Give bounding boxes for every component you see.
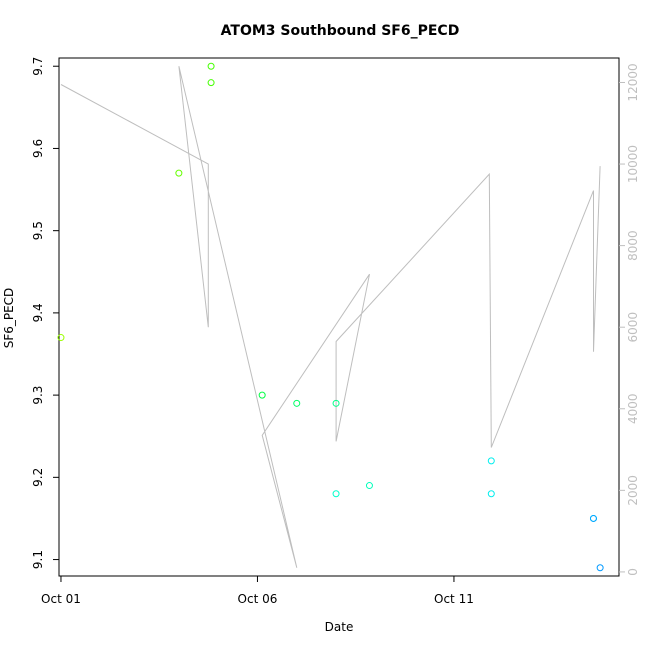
data-point [589, 514, 597, 522]
y-tick-label: 9.6 [31, 139, 45, 158]
y-right-tick-label: 6000 [626, 312, 640, 343]
x-tick-label: Oct 01 [41, 592, 81, 606]
y-right-tick-label: 10000 [626, 145, 640, 183]
bottom-axis: Oct 01 Oct 06 Oct 11 [41, 576, 474, 606]
y-tick-label: 9.4 [31, 303, 45, 322]
y-tick-label: 9.5 [31, 221, 45, 240]
x-tick-label: Oct 06 [238, 592, 278, 606]
data-point [207, 79, 215, 87]
y-right-tick-label: 4000 [626, 393, 640, 424]
y-tick-label: 9.2 [31, 468, 45, 487]
chart-title: ATOM3 Southbound SF6_PECD [221, 23, 460, 39]
right-axis: 0 2000 4000 6000 8000 10000 12000 [619, 63, 640, 576]
y-tick-label: 9.7 [31, 57, 45, 76]
data-point [332, 490, 340, 498]
data-point [365, 482, 373, 490]
data-point [596, 564, 604, 572]
data-point [487, 457, 495, 465]
y-tick-label: 9.3 [31, 386, 45, 405]
series-line [60, 66, 601, 568]
data-point [175, 169, 183, 177]
data-point [258, 391, 266, 399]
data-point [207, 62, 215, 70]
plot-frame [58, 57, 620, 577]
data-point [332, 399, 340, 407]
x-axis-title: Date [325, 620, 354, 634]
left-axis-points [57, 62, 604, 572]
y-right-tick-label: 12000 [626, 63, 640, 101]
left-axis: 9.1 9.2 9.3 9.4 9.5 9.6 9.7 [31, 57, 59, 569]
data-point [57, 334, 65, 342]
y-right-tick-label: 0 [626, 568, 640, 576]
y-right-tick-label: 8000 [626, 230, 640, 261]
right-axis-series [60, 66, 601, 568]
data-point [487, 490, 495, 498]
y-right-tick-label: 2000 [626, 475, 640, 506]
y-tick-label: 9.1 [31, 550, 45, 569]
y-axis-title: SF6_PECD [2, 288, 16, 349]
data-point [293, 399, 301, 407]
x-tick-label: Oct 11 [434, 592, 474, 606]
